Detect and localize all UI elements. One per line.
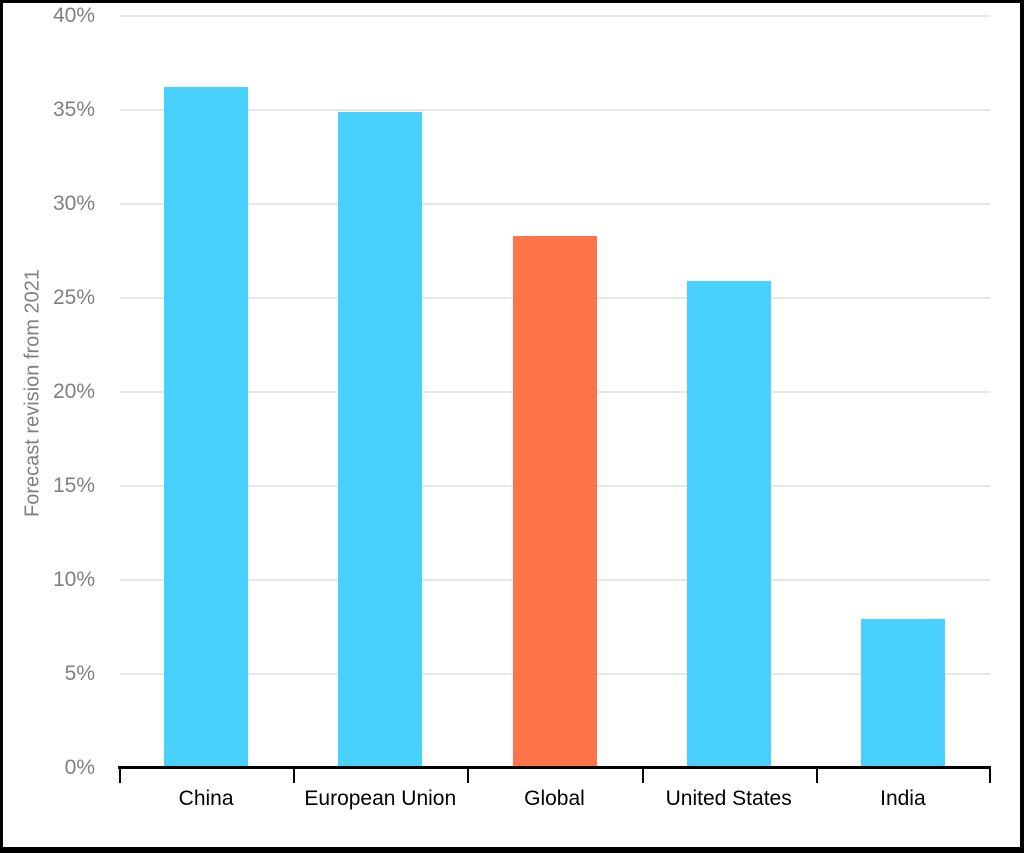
y-tick-label-35: 35% [52, 98, 95, 121]
category-label-european-union: European Union [304, 787, 457, 810]
x-axis-tick-0 [119, 768, 121, 783]
x-axis-tick-2 [467, 768, 469, 783]
y-tick-label-0: 0% [64, 756, 95, 779]
y-tick-label-15: 15% [52, 474, 95, 497]
gridline-30 [120, 203, 990, 205]
bar-united-states [686, 281, 771, 768]
bar-global [512, 235, 597, 768]
category-label-india: India [880, 787, 926, 810]
y-tick-label-25: 25% [52, 286, 95, 309]
x-axis-tick-3 [642, 768, 644, 783]
x-axis-line [118, 766, 991, 769]
y-tick-label-40: 40% [52, 4, 95, 27]
x-axis-tick-4 [816, 768, 818, 783]
bar-european-union [338, 111, 423, 768]
x-axis-tick-1 [293, 768, 295, 783]
gridline-35 [120, 109, 990, 111]
bar-india [860, 619, 945, 768]
gridline-40 [120, 15, 990, 17]
y-tick-label-30: 30% [52, 192, 95, 215]
y-axis-tick-labels: 0% 5% 10% 15% 20% 25% 30% 35% 40% [3, 3, 95, 847]
y-tick-label-20: 20% [52, 380, 95, 403]
category-label-global: Global [524, 787, 585, 810]
y-tick-label-10: 10% [52, 568, 95, 591]
bar-china [164, 87, 249, 768]
category-label-united-states: United States [665, 787, 792, 810]
y-tick-label-5: 5% [64, 662, 95, 685]
category-label-china: China [178, 787, 234, 810]
plot-area: China European Union Global United States In… [118, 15, 991, 810]
x-axis-tick-5 [989, 768, 991, 783]
